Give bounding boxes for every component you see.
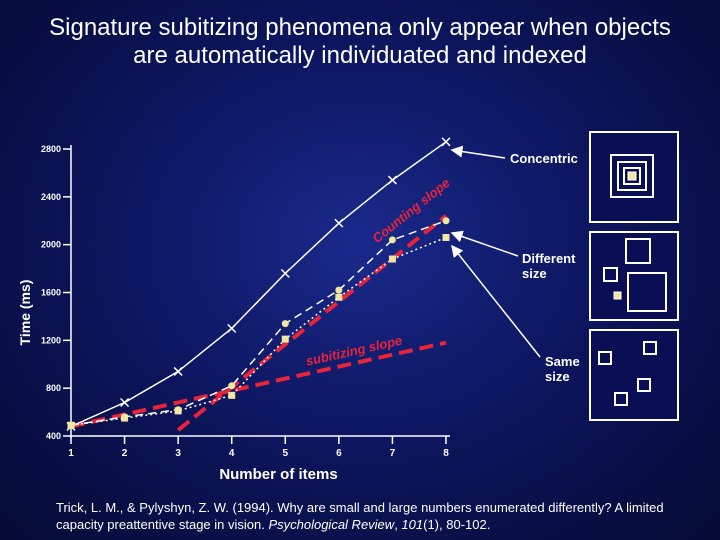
x-tick-label: 5 xyxy=(283,448,289,459)
concentric-square-middle xyxy=(617,161,647,191)
x-tick-label: 4 xyxy=(229,448,235,459)
series-point-circle xyxy=(442,217,450,225)
y-tick-label: 2000 xyxy=(41,240,61,250)
x-tick-label: 8 xyxy=(443,448,449,459)
x-mark-stroke xyxy=(334,218,344,228)
series-point-square xyxy=(67,421,75,429)
series-point-square xyxy=(442,233,450,241)
legend-illustrations xyxy=(589,131,679,421)
citation-volume: 101 xyxy=(401,517,424,532)
series-point-square xyxy=(335,293,343,301)
citation: Trick, L. M., & Pylyshyn, Z. W. (1994). … xyxy=(56,500,664,532)
concentric-square-inner xyxy=(623,167,641,185)
slope-label-1: subitizing slope xyxy=(304,333,403,369)
same-size-panel xyxy=(589,329,679,421)
arrow-same-size xyxy=(451,244,541,358)
different-size-square-2 xyxy=(603,267,618,282)
x-tick-label: 3 xyxy=(175,448,181,459)
slope-lines: Counting slope subitizing slope xyxy=(70,175,453,432)
y-tick-label: 400 xyxy=(46,431,61,441)
series-point-square xyxy=(388,255,396,263)
series-point-x xyxy=(120,397,130,408)
x-tick-label: 7 xyxy=(390,448,396,459)
series-point-x xyxy=(387,175,397,185)
series-point-x xyxy=(441,137,451,147)
different-size-square-1 xyxy=(625,238,651,264)
series-point-square xyxy=(174,407,182,415)
series-layer xyxy=(66,137,451,431)
concentric-square-outer xyxy=(610,154,654,198)
same-size-square-1 xyxy=(643,341,657,355)
series-point-circle xyxy=(335,286,343,294)
series-point-circle xyxy=(228,382,236,390)
arrow-concentric xyxy=(450,145,506,159)
series-point-square xyxy=(228,391,236,399)
slope-label-0: Counting slope xyxy=(369,175,452,246)
different-size-square-3 xyxy=(627,272,667,312)
y-axis-label: Time (ms) xyxy=(17,280,33,346)
x-mark-stroke xyxy=(227,323,237,333)
same-size-square-3 xyxy=(637,378,651,392)
page-title: Signature subitizing phenomena only appe… xyxy=(10,14,710,70)
x-mark-stroke xyxy=(441,137,451,147)
legend-different-line-2: size xyxy=(522,266,547,281)
legend-arrows xyxy=(450,145,541,358)
y-tick-label: 1200 xyxy=(41,335,61,345)
y-tick-label: 800 xyxy=(46,383,61,393)
series-point-circle xyxy=(388,236,396,244)
x-mark-stroke xyxy=(173,366,183,376)
series-point-x xyxy=(334,218,344,228)
legend-concentric: Concentric xyxy=(510,151,578,166)
series-line-2 xyxy=(70,236,447,426)
same-size-square-4 xyxy=(614,392,628,406)
legend-same-line-1: Same xyxy=(545,354,580,369)
legend-same-line-2: size xyxy=(545,369,570,384)
y-tick-label: 2800 xyxy=(41,144,61,154)
citation-authors: Trick, L. M., & Pylyshyn, Z. W. (1994). … xyxy=(56,500,664,532)
same-size-square-2 xyxy=(598,351,612,365)
series-line-0 xyxy=(70,141,447,428)
arrow-different-size xyxy=(450,230,519,257)
x-mark-stroke xyxy=(280,268,290,278)
title-line-2: are automatically individuated and index… xyxy=(133,42,587,69)
y-tick-label: 2400 xyxy=(41,192,61,202)
x-mark-stroke xyxy=(120,397,130,408)
x-tick-label: 2 xyxy=(122,448,128,459)
x-mark-stroke xyxy=(387,175,397,185)
x-tick-label: 1 xyxy=(68,448,74,459)
y-tick-label: 1600 xyxy=(41,288,61,298)
axes: 400 800 1200 1600 2000 2400 2800 1 2 3 4 5 6 7 8 Number… xyxy=(17,144,450,483)
series-point-x xyxy=(227,323,237,333)
legend-different-line-1: Different xyxy=(522,251,576,266)
series-point-x xyxy=(280,268,290,278)
citation-journal: Psychological Review xyxy=(268,517,395,532)
series-point-x xyxy=(173,366,183,376)
x-tick-label: 6 xyxy=(336,448,342,459)
legend-labels: Concentric Different size Same size xyxy=(510,151,580,384)
x-axis-label: Number of items xyxy=(219,466,337,483)
slope-line-0 xyxy=(176,214,448,432)
series-point-circle xyxy=(281,320,289,328)
title-line-1: Signature subitizing phenomena only appe… xyxy=(49,14,671,41)
series-point-square xyxy=(281,335,289,343)
series-point-square xyxy=(121,414,129,422)
different-size-square-4 xyxy=(613,291,622,300)
series-line-1 xyxy=(70,220,447,426)
citation-pages: (1), 80-102. xyxy=(423,517,491,532)
concentric-square-core xyxy=(627,171,637,181)
slope-line-1 xyxy=(70,340,447,429)
